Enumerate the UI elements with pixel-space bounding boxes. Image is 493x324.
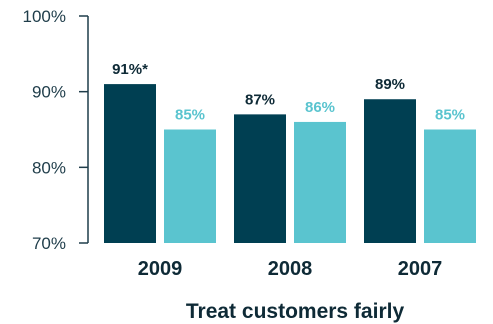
data-label-2007-series1: 89% <box>375 76 405 93</box>
data-label-2009-series1: 91%* <box>112 61 148 78</box>
y-tick-label: 90% <box>32 83 66 102</box>
bars <box>104 84 476 243</box>
y-axis: 70% 80% 90% 100% <box>23 7 89 253</box>
x-categories: 2009 2008 2007 <box>138 258 443 280</box>
y-tick-label: 100% <box>23 7 66 26</box>
y-tick-label: 80% <box>32 158 66 177</box>
x-category-label: 2007 <box>398 258 443 280</box>
bar-2009-series1 <box>104 84 156 243</box>
bar-2008-series2 <box>294 121 346 243</box>
data-label-2007-series2: 85% <box>435 107 465 124</box>
x-category-label: 2009 <box>138 258 183 280</box>
bar-2007-series2 <box>424 129 476 243</box>
x-category-label: 2008 <box>268 258 313 280</box>
x-axis-title: Treat customers fairly <box>186 300 405 323</box>
data-label-2009-series2: 85% <box>175 107 205 124</box>
bar-2007-series1 <box>364 99 416 243</box>
bar-2008-series1 <box>234 114 286 243</box>
data-label-2008-series1: 87% <box>245 91 275 108</box>
y-tick-label: 70% <box>32 234 66 253</box>
bar-2009-series2 <box>164 129 216 243</box>
data-labels: 91%* 85% 87% 86% 89% 85% <box>112 61 465 123</box>
data-label-2008-series2: 86% <box>305 99 335 116</box>
